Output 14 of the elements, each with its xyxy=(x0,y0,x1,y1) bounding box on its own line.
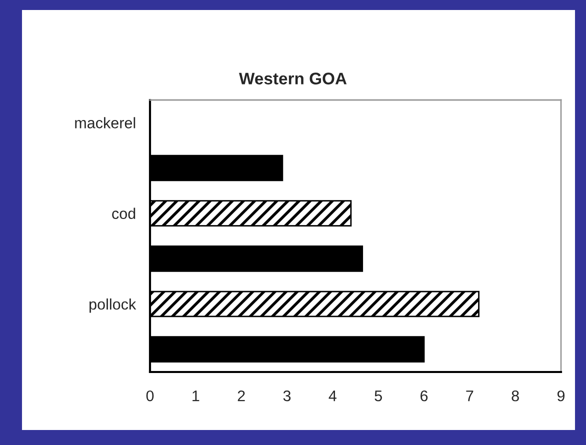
chart-title: Western GOA xyxy=(238,72,347,84)
x-tick-label: 3 xyxy=(283,390,291,402)
x-tick-label: 6 xyxy=(420,390,428,402)
y-tick-label: pollock xyxy=(90,298,136,313)
x-tick-label: 2 xyxy=(238,390,245,402)
x-tick-label: 0 xyxy=(146,390,154,402)
x-tick-label: 8 xyxy=(512,390,519,402)
x-tick-label: 4 xyxy=(328,390,336,402)
x-tick-label: 5 xyxy=(374,390,382,402)
x-tick-label: 7 xyxy=(466,390,474,402)
y-tick-label: mackerel xyxy=(75,117,136,128)
y-tick-label: cod xyxy=(112,208,136,220)
x-tick-label: 1 xyxy=(192,390,200,402)
x-tick-label: 9 xyxy=(557,390,565,402)
